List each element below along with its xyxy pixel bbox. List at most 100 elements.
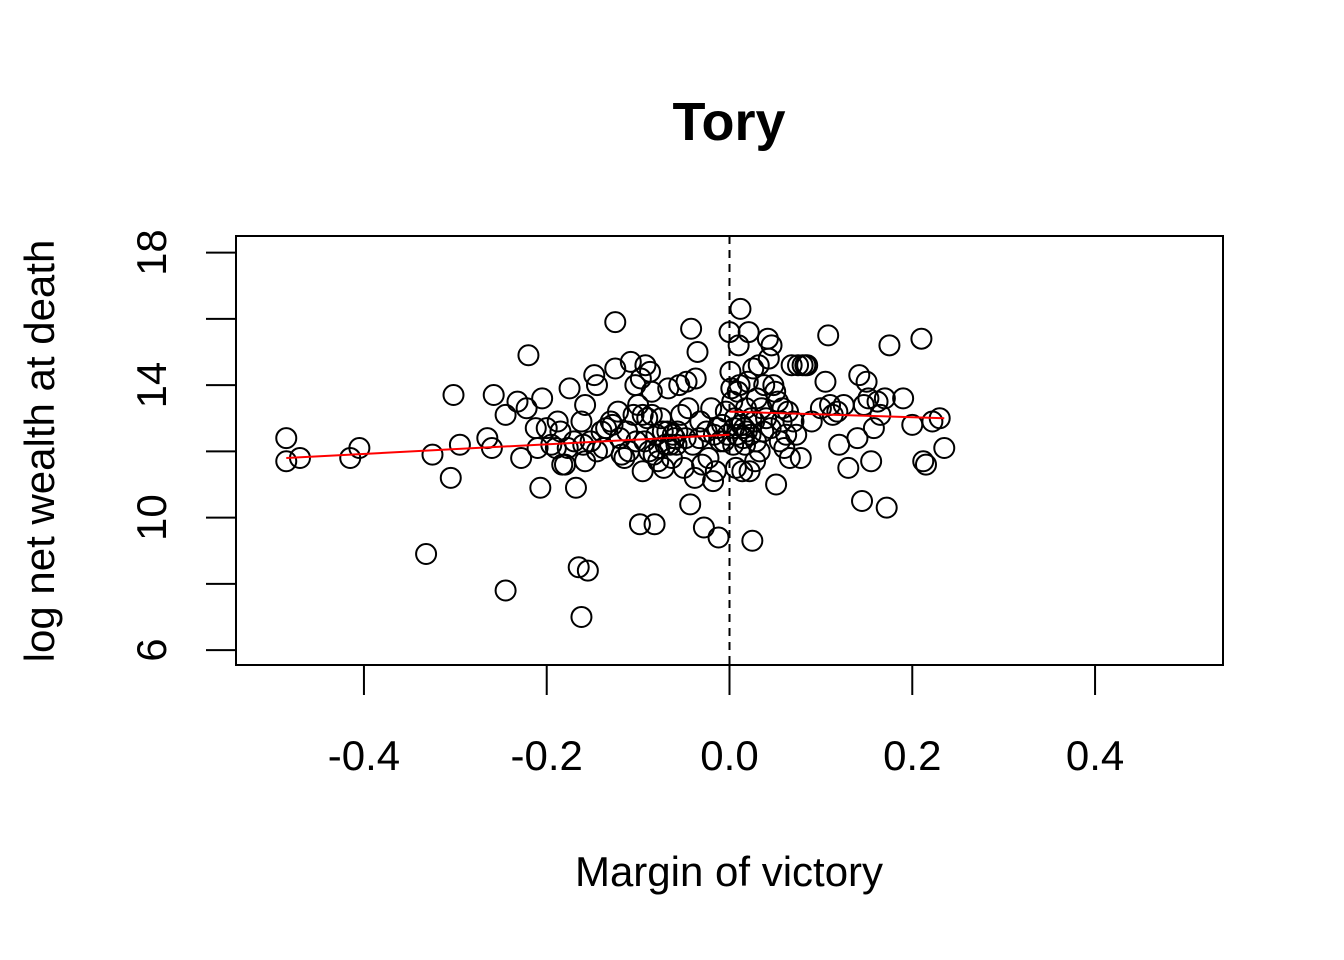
data-point — [692, 516, 715, 539]
data-point — [739, 423, 762, 446]
data-point — [873, 387, 896, 410]
data-point — [837, 456, 860, 479]
data-point — [702, 470, 725, 493]
data-point — [275, 427, 298, 450]
data-point — [914, 453, 937, 476]
data-point — [421, 443, 444, 466]
data-point — [846, 427, 869, 450]
data-point — [688, 427, 711, 450]
data-point — [515, 397, 538, 420]
data-point — [765, 473, 788, 496]
data-point — [567, 556, 590, 579]
data-point — [442, 384, 465, 407]
data-point — [661, 423, 684, 446]
data-point — [855, 370, 878, 393]
data-point — [535, 417, 558, 440]
data-point — [494, 579, 517, 602]
data-point — [860, 450, 883, 473]
data-point — [686, 340, 709, 363]
data-point — [679, 493, 702, 516]
y-tick-label: 10 — [128, 494, 175, 541]
data-point — [729, 297, 752, 320]
chart-title: Tory — [672, 92, 785, 152]
x-tick-label: 0.4 — [1066, 732, 1124, 779]
data-point — [636, 407, 659, 430]
data-point — [736, 370, 759, 393]
y-tick-label: 18 — [128, 229, 175, 276]
data-point — [604, 311, 627, 334]
x-tick-label: -0.2 — [511, 732, 583, 779]
data-point — [933, 437, 956, 460]
data-point — [817, 324, 840, 347]
data-point — [675, 370, 698, 393]
data-point — [778, 446, 801, 469]
data-point — [677, 397, 700, 420]
data-point — [796, 354, 819, 377]
data-point — [631, 460, 654, 483]
data-point — [570, 410, 593, 433]
data-points — [275, 297, 956, 628]
data-point — [526, 437, 549, 460]
data-point — [875, 496, 898, 519]
data-point — [348, 437, 371, 460]
y-tick-label: 14 — [128, 362, 175, 409]
data-point — [622, 403, 645, 426]
data-point — [439, 466, 462, 489]
data-point — [741, 529, 764, 552]
data-point — [631, 403, 654, 426]
data-point — [775, 423, 798, 446]
data-point — [760, 334, 783, 357]
data-point — [448, 433, 471, 456]
data-point — [892, 387, 915, 410]
data-point — [576, 559, 599, 582]
data-point — [531, 387, 554, 410]
data-point — [691, 453, 714, 476]
data-point — [683, 466, 706, 489]
data-point — [809, 397, 832, 420]
data-point — [753, 374, 776, 397]
data-point — [700, 397, 723, 420]
x-axis-label: Margin of victory — [575, 848, 883, 895]
data-point — [640, 380, 663, 403]
data-point — [628, 513, 651, 536]
data-point — [680, 317, 703, 340]
data-point — [529, 476, 552, 499]
x-tick-label: -0.4 — [328, 732, 400, 779]
data-point — [780, 354, 803, 377]
data-point — [558, 377, 581, 400]
data-point — [707, 526, 730, 549]
data-point — [789, 446, 812, 469]
fit-lines — [286, 410, 945, 459]
data-point — [670, 403, 693, 426]
data-point — [878, 334, 901, 357]
y-tick-label: 6 — [128, 638, 175, 661]
data-point — [607, 400, 630, 423]
x-axis: -0.4 -0.2 0.0 0.2 0.4 — [328, 664, 1124, 779]
data-point — [684, 367, 707, 390]
y-axis: 6 10 14 18 — [128, 229, 237, 662]
fit-line-left — [286, 433, 730, 459]
x-tick-label: 0.0 — [700, 732, 758, 779]
data-point — [785, 423, 808, 446]
data-point — [546, 410, 569, 433]
data-point — [757, 347, 780, 370]
data-point — [857, 387, 880, 410]
data-point — [910, 327, 933, 350]
data-point — [634, 354, 657, 377]
data-point — [574, 393, 597, 416]
data-point — [697, 446, 720, 469]
data-point — [415, 543, 438, 566]
data-point — [848, 364, 871, 387]
x-tick-label: 0.2 — [883, 732, 941, 779]
data-point — [510, 446, 533, 469]
data-point — [604, 357, 627, 380]
data-point — [659, 433, 682, 456]
data-point — [771, 397, 794, 420]
data-point — [727, 334, 750, 357]
data-point — [564, 476, 587, 499]
data-point — [737, 321, 760, 344]
data-point — [643, 513, 666, 536]
data-point — [570, 605, 593, 628]
data-point — [619, 350, 642, 373]
